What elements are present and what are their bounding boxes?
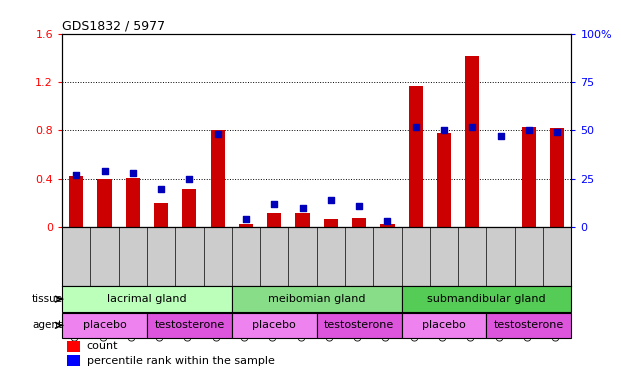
Text: meibomian gland: meibomian gland [268, 294, 366, 304]
Point [184, 176, 194, 182]
Bar [232, 286, 402, 312]
Text: placebo: placebo [422, 320, 466, 330]
Point [297, 205, 307, 211]
Bar [486, 313, 571, 338]
Text: testosterone: testosterone [494, 320, 564, 330]
Text: placebo: placebo [83, 320, 127, 330]
Bar [296, 213, 310, 227]
Bar [409, 86, 423, 227]
Point [213, 131, 223, 137]
Bar [62, 313, 147, 338]
Bar [125, 178, 140, 227]
Point [383, 218, 392, 224]
Text: placebo: placebo [252, 320, 296, 330]
Point [71, 172, 81, 178]
Point [439, 128, 449, 134]
Bar [154, 203, 168, 227]
Bar [324, 219, 338, 227]
Point [326, 197, 336, 203]
Bar [522, 127, 536, 227]
Point [156, 186, 166, 192]
Bar [67, 355, 80, 366]
Bar [380, 224, 394, 227]
Bar [267, 213, 281, 227]
Text: lacrimal gland: lacrimal gland [107, 294, 187, 304]
Bar [62, 286, 232, 312]
Text: agent: agent [32, 320, 62, 330]
Bar [402, 313, 486, 338]
Bar [239, 224, 253, 227]
Point [354, 203, 364, 209]
Bar [69, 177, 83, 227]
Bar [465, 56, 479, 227]
Bar [67, 340, 80, 351]
Bar [352, 217, 366, 227]
Text: GDS1832 / 5977: GDS1832 / 5977 [62, 20, 165, 33]
Text: percentile rank within the sample: percentile rank within the sample [86, 356, 274, 366]
Bar [437, 133, 451, 227]
Bar [550, 128, 564, 227]
Point [524, 128, 534, 134]
Point [241, 216, 251, 222]
Text: testosterone: testosterone [324, 320, 394, 330]
Text: count: count [86, 341, 118, 351]
Bar [211, 130, 225, 227]
Bar [183, 189, 196, 227]
Point [496, 133, 505, 139]
Point [128, 170, 138, 176]
Bar [147, 313, 232, 338]
Bar [97, 179, 112, 227]
Point [552, 129, 562, 135]
Bar [317, 313, 402, 338]
Point [99, 168, 109, 174]
Bar [402, 286, 571, 312]
Point [270, 201, 279, 207]
Point [410, 124, 420, 130]
Bar [232, 313, 317, 338]
Text: submandibular gland: submandibular gland [427, 294, 546, 304]
Point [468, 124, 478, 130]
Text: tissue: tissue [31, 294, 62, 304]
Text: testosterone: testosterone [154, 320, 225, 330]
